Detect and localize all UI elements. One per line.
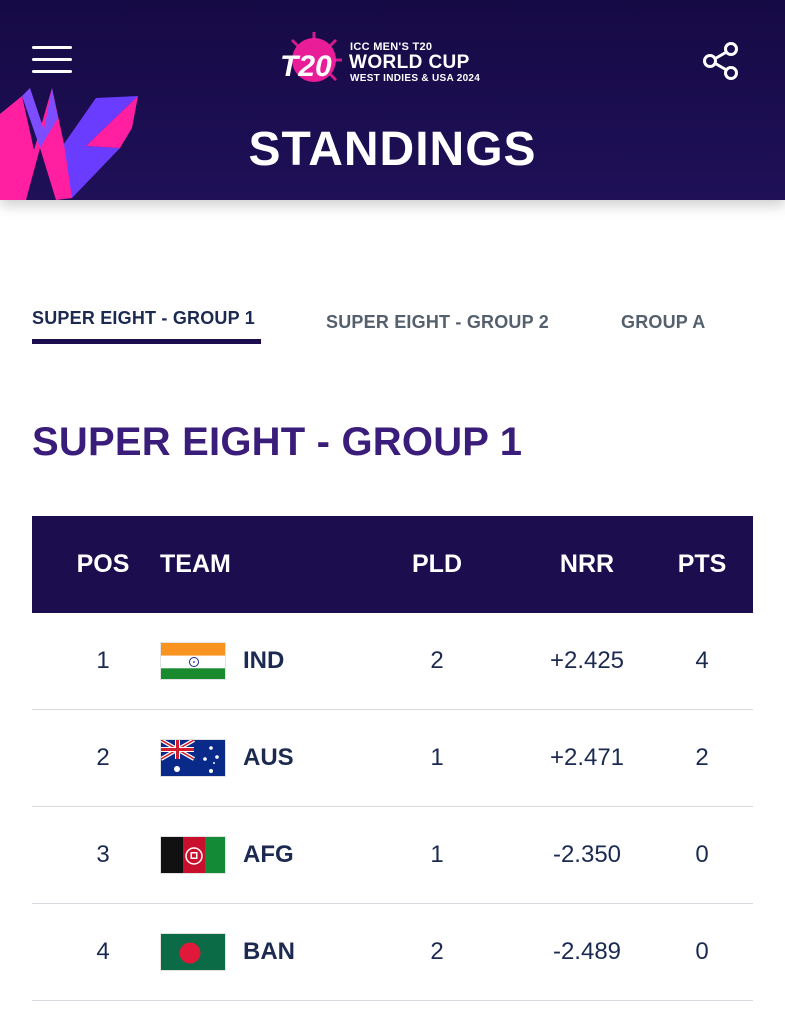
- points-cell: 0: [695, 938, 709, 965]
- column-header-team: TEAM: [160, 550, 231, 578]
- active-tab-indicator: [32, 339, 261, 344]
- nrr-cell: +2.425: [549, 647, 625, 674]
- tab-group-a[interactable]: GROUP A: [621, 312, 706, 332]
- played-cell: 2: [430, 938, 444, 965]
- nrr-cell: -2.350: [552, 841, 622, 868]
- standings-table: POS TEAM PLD NRR PTS 1 IND 2 +2.425 4 2: [32, 516, 753, 1001]
- app-header: T20 ICC MEN'S T20 WORLD CUP WEST INDIES …: [0, 0, 785, 200]
- position-cell: 1: [96, 647, 110, 674]
- table-row[interactable]: 3 AFG 1 -2.350 0: [32, 807, 753, 904]
- svg-text:T20: T20: [280, 50, 332, 83]
- table-header: POS TEAM PLD NRR PTS: [32, 516, 753, 613]
- team-code[interactable]: AUS: [243, 744, 294, 771]
- australia-flag-icon: [160, 739, 226, 777]
- position-cell: 4: [96, 938, 110, 965]
- india-flag-icon: [160, 642, 226, 680]
- column-header-pts: PTS: [677, 550, 727, 578]
- points-cell: 0: [695, 841, 709, 868]
- logo-text-line1: ICC MEN'S T20: [350, 41, 433, 53]
- bangladesh-flag-icon: [160, 933, 226, 971]
- table-row[interactable]: 2 AUS 1 +2.471 2: [32, 710, 753, 807]
- played-cell: 2: [430, 647, 444, 674]
- points-cell: 4: [695, 647, 709, 674]
- column-header-pld: PLD: [412, 550, 462, 578]
- table-row[interactable]: 4 BAN 2 -2.489 0: [32, 904, 753, 1001]
- position-cell: 2: [96, 744, 110, 771]
- nrr-cell: +2.471: [549, 744, 625, 771]
- section-title: SUPER EIGHT - GROUP 1: [32, 420, 523, 464]
- position-cell: 3: [96, 841, 110, 868]
- share-icon[interactable]: [700, 40, 742, 82]
- points-cell: 2: [695, 744, 709, 771]
- played-cell: 1: [430, 744, 444, 771]
- tab-super-eight-group-1[interactable]: SUPER EIGHT - GROUP 1: [32, 308, 255, 328]
- brand-graphic-icon: [0, 88, 138, 200]
- team-code[interactable]: AFG: [243, 841, 294, 868]
- afghanistan-flag-icon: [160, 836, 226, 874]
- nrr-cell: -2.489: [552, 938, 622, 965]
- page-title: STANDINGS: [248, 123, 537, 176]
- table-row[interactable]: 1 IND 2 +2.425 4: [32, 613, 753, 710]
- group-tabs: SUPER EIGHT - GROUP 1 SUPER EIGHT - GROU…: [0, 308, 785, 352]
- column-header-nrr: NRR: [559, 550, 615, 578]
- logo-text-line3: WEST INDIES & USA 2024: [350, 73, 481, 84]
- tournament-logo[interactable]: T20 ICC MEN'S T20 WORLD CUP WEST INDIES …: [272, 28, 512, 94]
- played-cell: 1: [430, 841, 444, 868]
- logo-text-line2: WORLD CUP: [349, 52, 470, 73]
- team-code[interactable]: IND: [243, 647, 285, 674]
- team-code[interactable]: BAN: [243, 938, 295, 965]
- tab-super-eight-group-2[interactable]: SUPER EIGHT - GROUP 2: [326, 312, 549, 332]
- t20-logo-icon: T20: [280, 32, 342, 83]
- menu-icon[interactable]: [32, 44, 74, 76]
- column-header-pos: POS: [76, 550, 130, 578]
